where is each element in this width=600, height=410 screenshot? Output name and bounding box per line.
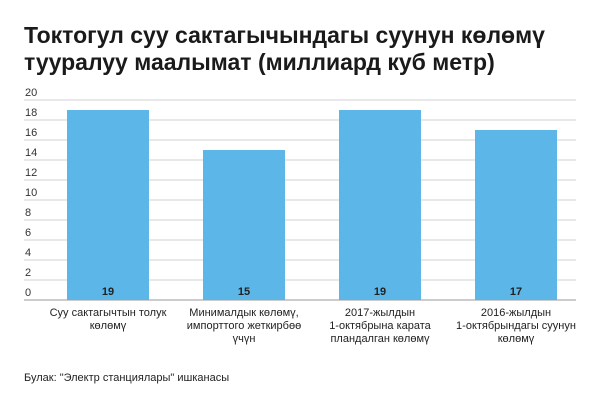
x-tick-label-line: 1-октябрына карата: [329, 320, 431, 332]
bar: [475, 130, 557, 300]
bar: [67, 110, 149, 300]
x-tick-label: 2016-жылдын 1-октябрындагы суунун көлөмү: [456, 307, 576, 345]
x-tick-label-line: пландалган көлөмү: [330, 333, 430, 345]
bar-value-label: 17: [510, 286, 522, 298]
y-tick-label: 18: [25, 107, 37, 119]
y-tick-label: 16: [25, 127, 37, 139]
bar-value-label: 19: [102, 286, 114, 298]
x-tick-label: 2017-жылдын 1-октябрына карата пландалган …: [329, 307, 431, 345]
x-tick-label-line: көлөмү: [498, 333, 535, 345]
y-tick-label: 2: [25, 267, 31, 279]
y-tick-label: 4: [25, 247, 31, 259]
x-tick-label: Минималдык көлөмү, импорттого жеткирбөө үч…: [187, 307, 301, 345]
y-tick-label: 6: [25, 227, 31, 239]
chart-title: Токтогул суу сактагычындагы суунун көлөм…: [24, 22, 545, 75]
value-labels: 19 15 19 17: [102, 286, 522, 298]
y-axis-ticks: 0 2 4 6 8 10 12 14 16 18 20: [25, 87, 37, 299]
bars: [67, 110, 557, 300]
y-tick-label: 8: [25, 207, 31, 219]
bar: [203, 150, 285, 300]
x-tick-label-line: 1-октябрындагы суунун: [456, 320, 576, 332]
x-tick-label-line: Минималдык көлөмү,: [189, 307, 298, 319]
y-tick-label: 12: [25, 167, 37, 179]
source-note: Булак: "Электр станциялары" ишканасы: [24, 372, 230, 384]
x-tick-label-line: 2017-жылдын: [345, 307, 415, 319]
x-tick-label-line: көлөмү: [90, 320, 127, 332]
bar-value-label: 15: [238, 286, 250, 298]
x-tick-label-line: 2016-жылдын: [481, 307, 551, 319]
y-tick-label: 14: [25, 147, 37, 159]
y-tick-label: 10: [25, 187, 37, 199]
bar: [339, 110, 421, 300]
y-tick-label: 0: [25, 287, 31, 299]
x-tick-label-line: Суу сактагычтын толук: [50, 307, 167, 319]
x-tick-label-line: үчүн: [233, 333, 256, 345]
x-tick-label: Суу сактагычтын толук көлөмү: [50, 307, 167, 332]
bar-value-label: 19: [374, 286, 386, 298]
x-tick-label-line: импорттого жеткирбөө: [187, 320, 301, 332]
y-tick-label: 20: [25, 87, 37, 99]
